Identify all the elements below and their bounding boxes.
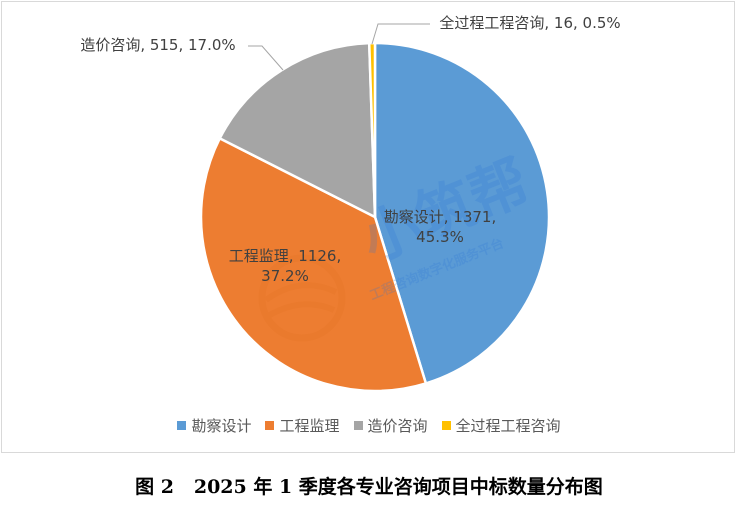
watermark: 小筑帮 工程咨询数字化服务平台 bbox=[258, 147, 539, 342]
legend-label: 勘察设计 bbox=[191, 416, 252, 435]
legend-item-3: 造价咨询 bbox=[353, 415, 428, 436]
legend-swatch bbox=[265, 420, 275, 430]
legend-item-1: 勘察设计 bbox=[177, 415, 251, 436]
chart-caption: 图 2 2025 年 1 季度各专业咨询项目中标数量分布图 bbox=[135, 476, 603, 498]
legend-item-2: 工程监理 bbox=[265, 415, 340, 436]
pie-slice-1 bbox=[373, 41, 551, 385]
legend-swatch bbox=[441, 420, 451, 430]
legend-swatch bbox=[353, 420, 363, 430]
chart-area bbox=[1, 1, 735, 453]
data-label-4: 全过程工程咨询, 16, 0.5% bbox=[439, 14, 620, 32]
data-label-1: 勘察设计, 1371, 45.3% bbox=[384, 208, 496, 246]
legend-label: 工程监理 bbox=[279, 416, 340, 435]
pie-slice-2 bbox=[199, 136, 428, 393]
legend-label: 造价咨询 bbox=[367, 416, 428, 435]
data-label-2: 工程监理, 1126, 37.2% bbox=[229, 247, 341, 285]
data-label-3: 造价咨询, 515, 17.0% bbox=[80, 36, 235, 54]
pie-chart: 小筑帮 工程咨询数字化服务平台 勘察设计, 1371, 45.3% 工程监理, 11… bbox=[80, 14, 621, 393]
leader-line-4 bbox=[371, 23, 430, 45]
legend-swatch bbox=[177, 420, 187, 430]
legend-label: 全过程工程咨询 bbox=[455, 416, 561, 435]
legend-item-4: 全过程工程咨询 bbox=[441, 415, 561, 436]
leader-line-3 bbox=[248, 45, 284, 71]
chart-legend: 勘察设计 工程监理 造价咨询 全过程工程咨询 bbox=[0, 413, 738, 437]
pie-slice-3 bbox=[218, 41, 377, 220]
